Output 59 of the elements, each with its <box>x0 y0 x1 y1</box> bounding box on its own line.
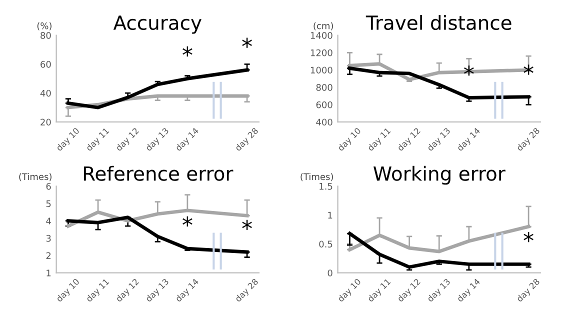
x-tick-label: day 10 <box>56 278 81 304</box>
annotation: * <box>524 64 534 75</box>
y-tick-label: 20 <box>40 118 51 126</box>
x-tick-label: day 11 <box>85 278 110 304</box>
annotation: * <box>242 38 252 48</box>
x-tick-label: day 11 <box>366 127 392 152</box>
y-tick-label: 5 <box>46 200 51 208</box>
annotation: * <box>464 65 474 76</box>
x-tick-label: day 13 <box>145 278 170 304</box>
y-axis-title: (Times) <box>300 173 333 182</box>
y-tick-label: 2 <box>46 252 51 259</box>
x-tick-label: day 12 <box>115 127 140 152</box>
x-tick-label: day 28 <box>234 127 260 152</box>
y-tick-label: 6 <box>46 182 51 190</box>
y-tick-label: 1200 <box>310 49 332 56</box>
chart-title: Working error <box>374 166 506 185</box>
y-axis-title: (Times) <box>19 173 52 182</box>
chart-title: Accuracy <box>113 16 202 34</box>
x-tick-label: day 14 <box>456 278 482 304</box>
x-tick-label: day 28 <box>234 278 260 304</box>
y-tick-label: 0 <box>328 270 332 276</box>
y-tick-label: 0.5 <box>319 240 332 248</box>
x-tick-label: day 14 <box>174 127 200 152</box>
x-tick-label: day 11 <box>366 278 392 304</box>
x-tick-label: day 14 <box>456 127 482 152</box>
x-tick-label: day 10 <box>337 127 362 152</box>
x-tick-label: day 13 <box>426 127 452 152</box>
annotation: * <box>182 46 192 57</box>
y-tick-label: 800 <box>316 84 332 91</box>
x-tick-label: day 14 <box>174 278 200 304</box>
x-tick-label: day 10 <box>56 127 81 152</box>
x-tick-label: day 12 <box>396 278 422 304</box>
y-tick-label: 60 <box>40 60 51 68</box>
x-tick-label: day 10 <box>337 278 362 304</box>
x-tick-label: day 12 <box>115 278 140 304</box>
x-tick-label: day 28 <box>516 127 542 152</box>
annotation: * <box>524 232 534 242</box>
y-axis-title: (cm) <box>314 22 333 30</box>
y-tick-label: 1 <box>46 270 51 276</box>
y-tick-label: 80 <box>40 32 51 39</box>
x-tick-label: day 11 <box>85 127 110 152</box>
y-tick-label: 400 <box>316 118 332 126</box>
y-tick-label: 1000 <box>310 66 332 74</box>
y-tick-label: 1400 <box>310 32 332 39</box>
x-tick-label: day 13 <box>426 278 452 304</box>
y-tick-label: 1 <box>328 212 332 218</box>
y-tick-label: 4 <box>46 218 51 224</box>
y-axis-title: (%) <box>37 22 52 30</box>
annotation: * <box>242 220 252 230</box>
chart-title: Reference error <box>84 166 234 181</box>
y-tick-label: 1.5 <box>320 183 332 190</box>
y-tick-label: 3 <box>46 234 51 242</box>
x-tick-label: day 28 <box>516 278 542 304</box>
x-tick-label: day 13 <box>145 127 170 152</box>
chart-title: Travel distance <box>366 14 512 30</box>
x-tick-label: day 12 <box>396 127 422 152</box>
y-tick-label: 40 <box>40 90 51 97</box>
annotation: * <box>182 216 192 226</box>
y-tick-label: 600 <box>316 101 332 108</box>
